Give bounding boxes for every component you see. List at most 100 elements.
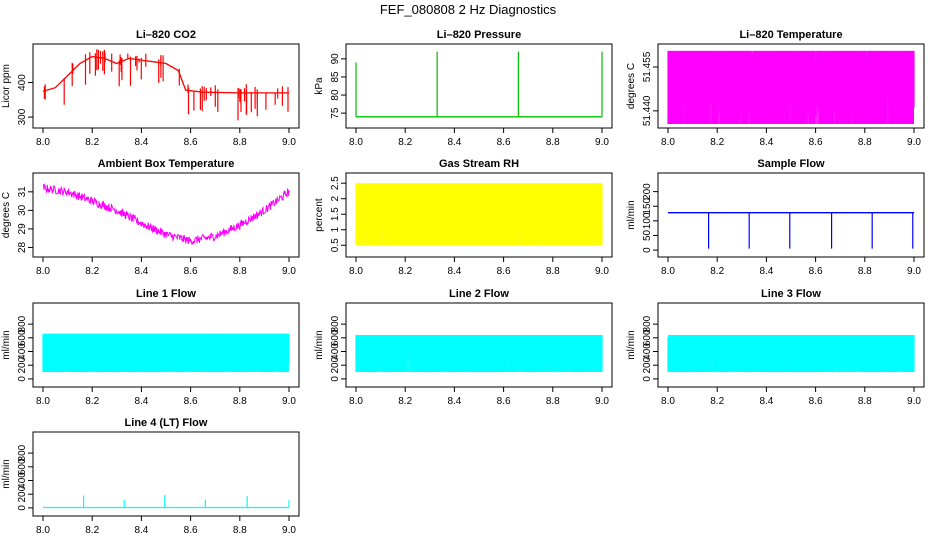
y-tick-label: 0.5 bbox=[330, 238, 341, 252]
plot-frame bbox=[345, 172, 613, 258]
x-tick-label: 8.0 bbox=[36, 525, 50, 536]
x-tick-label: 8.2 bbox=[85, 137, 99, 148]
plot-area bbox=[42, 49, 289, 121]
plot-frame bbox=[345, 43, 613, 129]
x-tick-label: 8.8 bbox=[233, 137, 247, 148]
x-tick-label: 8.2 bbox=[710, 266, 724, 277]
x-tick-label: 8.6 bbox=[809, 396, 823, 407]
y-tick-label: 50 bbox=[642, 229, 653, 241]
plot-area bbox=[43, 494, 290, 509]
y-axis-label: ml/min bbox=[1, 330, 12, 359]
x-tick-label: 8.8 bbox=[858, 396, 872, 407]
y-tick-label: 600 bbox=[330, 329, 341, 346]
panel-3: Li–820 Temperature degrees C 8.0 8.2 8.4 8.6 8… bbox=[626, 29, 925, 148]
data-series-line bbox=[42, 55, 289, 94]
x-tick-label: 8.4 bbox=[759, 266, 773, 277]
y-axis-label: ml/min bbox=[626, 200, 637, 229]
y-tick-label: 1 bbox=[330, 227, 341, 233]
y-tick-label: 0 bbox=[642, 247, 653, 253]
x-tick-label: 8.2 bbox=[710, 396, 724, 407]
x-tick-label: 9.0 bbox=[282, 266, 296, 277]
y-tick-label: 51.455 bbox=[642, 51, 653, 82]
plot-frame bbox=[32, 431, 300, 517]
x-tick-label: 8.8 bbox=[546, 137, 560, 148]
data-series-line bbox=[42, 183, 290, 245]
y-axis-label: ml/min bbox=[314, 330, 325, 359]
y-tick-label: 200 bbox=[642, 183, 653, 200]
panel-7: Line 1 Flow ml/min 8.0 8.2 8.4 8.6 8.8 9.0 0 2004… bbox=[1, 288, 300, 407]
panel-1: Li–820 CO2 Licor ppm 8.0 8.2 8.4 8.6 8.8 9.0 300… bbox=[1, 29, 300, 148]
x-tick-label: 9.0 bbox=[595, 396, 609, 407]
plot-frame bbox=[32, 43, 300, 129]
y-tick-label: 29 bbox=[17, 223, 28, 235]
panel-title: Line 1 Flow bbox=[136, 288, 196, 300]
y-tick-label: 75 bbox=[330, 107, 341, 119]
y-tick-label: 200 bbox=[642, 356, 653, 373]
y-tick-label: 0 bbox=[17, 376, 28, 382]
x-tick-label: 8.2 bbox=[85, 396, 99, 407]
y-tick-label: 200 bbox=[330, 356, 341, 373]
y-axis-label: degrees C bbox=[626, 63, 637, 109]
panel-title: Li–820 Temperature bbox=[739, 29, 842, 41]
y-tick-label: 600 bbox=[642, 329, 653, 346]
x-tick-label: 9.0 bbox=[907, 396, 921, 407]
data-band-fill bbox=[43, 333, 289, 373]
x-tick-label: 8.0 bbox=[349, 137, 363, 148]
x-tick-label: 8.2 bbox=[710, 137, 724, 148]
x-tick-label: 8.4 bbox=[447, 396, 461, 407]
data-jitter bbox=[43, 49, 289, 121]
y-tick-label: 100 bbox=[642, 212, 653, 229]
x-tick-label: 8.2 bbox=[398, 137, 412, 148]
plot-frame bbox=[657, 43, 925, 129]
y-tick-label: 30 bbox=[17, 204, 28, 216]
y-tick-label: 0 bbox=[17, 505, 28, 511]
y-tick-label: 85 bbox=[330, 71, 341, 83]
plot-area bbox=[355, 51, 603, 118]
plot-frame bbox=[657, 302, 925, 388]
panel-title: Gas Stream RH bbox=[439, 158, 519, 170]
x-tick-label: 8.2 bbox=[398, 396, 412, 407]
plot-area bbox=[667, 50, 915, 124]
plot-frame bbox=[32, 172, 300, 258]
x-tick-label: 9.0 bbox=[595, 266, 609, 277]
plot-area bbox=[42, 333, 290, 373]
panel-title: Line 3 Flow bbox=[761, 288, 821, 300]
y-tick-label: 2 bbox=[330, 195, 341, 201]
y-tick-label: 0 bbox=[642, 376, 653, 382]
y-axis-label: ml/min bbox=[1, 459, 12, 488]
plot-frame bbox=[657, 172, 925, 258]
y-axis-label: degrees C bbox=[1, 192, 12, 238]
y-tick-label: 600 bbox=[17, 458, 28, 475]
x-tick-label: 8.8 bbox=[233, 525, 247, 536]
x-tick-label: 8.4 bbox=[134, 266, 148, 277]
figure-title: FEF_080808 2 Hz Diagnostics bbox=[379, 2, 557, 17]
plot-frame bbox=[345, 302, 613, 388]
x-tick-label: 8.2 bbox=[398, 266, 412, 277]
y-tick-label: 200 bbox=[17, 356, 28, 373]
x-tick-label: 9.0 bbox=[595, 137, 609, 148]
y-tick-label: 400 bbox=[330, 343, 341, 360]
x-tick-label: 8.8 bbox=[546, 266, 560, 277]
x-tick-label: 8.0 bbox=[349, 396, 363, 407]
data-band-fill bbox=[668, 335, 914, 373]
panel-5: Gas Stream RH percent 8.0 8.2 8.4 8.6 8.8 9.0 0.… bbox=[314, 158, 613, 277]
y-tick-label: 150 bbox=[642, 197, 653, 214]
y-tick-label: 28 bbox=[17, 241, 28, 253]
y-tick-label: 800 bbox=[17, 444, 28, 461]
plot-frame bbox=[32, 302, 300, 388]
plot-area bbox=[667, 335, 915, 373]
x-tick-label: 9.0 bbox=[907, 266, 921, 277]
x-tick-label: 8.4 bbox=[134, 525, 148, 536]
x-tick-label: 8.0 bbox=[349, 266, 363, 277]
x-tick-label: 9.0 bbox=[282, 396, 296, 407]
y-tick-label: 600 bbox=[17, 329, 28, 346]
x-tick-label: 8.6 bbox=[184, 266, 198, 277]
x-tick-label: 8.6 bbox=[184, 137, 198, 148]
x-tick-label: 8.0 bbox=[661, 137, 675, 148]
y-tick-label: 31 bbox=[17, 186, 28, 198]
x-tick-label: 8.6 bbox=[497, 396, 511, 407]
x-tick-label: 8.4 bbox=[134, 396, 148, 407]
x-tick-label: 8.4 bbox=[447, 266, 461, 277]
x-tick-label: 9.0 bbox=[282, 525, 296, 536]
